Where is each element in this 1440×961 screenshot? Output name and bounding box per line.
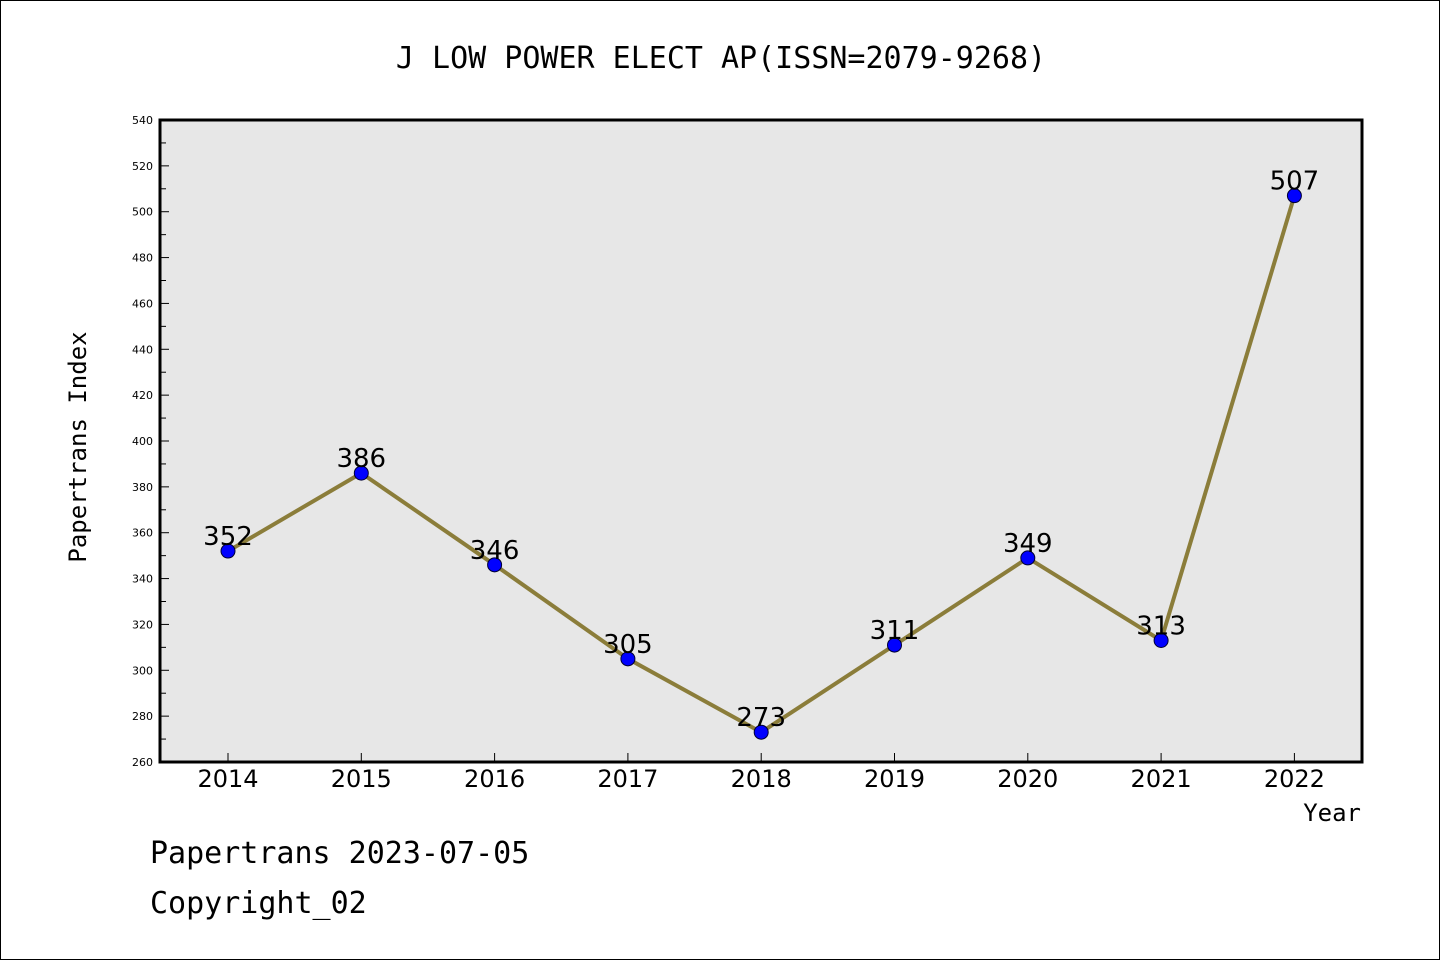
data-label: 349 — [1003, 529, 1053, 559]
y-tick-label: 360 — [132, 527, 153, 540]
series-group: 352 386 346 305 273 311 349 313 507 — [203, 167, 1319, 740]
y-tick-label: 380 — [132, 481, 153, 494]
data-point — [353, 465, 369, 481]
y-tick-label: 540 — [132, 114, 153, 127]
y-tick-label: 460 — [132, 297, 153, 310]
data-point — [1153, 632, 1169, 648]
data-label: 346 — [470, 536, 520, 566]
x-tick-label: 2021 — [1131, 765, 1192, 793]
x-tick-label: 2022 — [1264, 765, 1325, 793]
data-label: 273 — [736, 703, 786, 733]
x-axis-label: Year — [1303, 799, 1361, 827]
y-tick-label: 400 — [132, 435, 153, 448]
x-tick-label: 2018 — [731, 765, 792, 793]
data-point — [1020, 550, 1036, 566]
data-point — [220, 543, 236, 559]
x-axis: 2014 2015 2016 2017 2018 2019 2020 2021 2022 — [197, 753, 1325, 793]
y-tick-label: 440 — [132, 343, 153, 356]
y-tick-label: 320 — [132, 618, 153, 631]
footer-date: Papertrans 2023-07-05 — [150, 836, 530, 871]
x-tick-label: 2019 — [864, 765, 925, 793]
x-tick-label: 2016 — [464, 765, 525, 793]
y-tick-label: 340 — [132, 573, 153, 586]
data-label: 311 — [870, 616, 920, 646]
data-point — [487, 557, 503, 573]
y-axis: 260 280 300 320 340 360 380 400 420 440 460 480 500 5… — [132, 114, 169, 769]
data-label: 386 — [336, 444, 386, 474]
y-tick-label: 480 — [132, 252, 153, 265]
plot-area — [158, 118, 1364, 764]
data-point — [887, 637, 902, 653]
data-point — [620, 651, 636, 667]
x-tick-label: 2017 — [597, 765, 658, 793]
data-label: 305 — [603, 630, 653, 660]
y-tick-label: 280 — [132, 710, 153, 723]
x-tick-label: 2014 — [197, 765, 258, 793]
y-tick-label: 300 — [132, 664, 153, 677]
x-tick-label: 2015 — [331, 765, 392, 793]
data-label: 313 — [1136, 611, 1186, 641]
footer-copyright: Copyright_02 — [150, 886, 367, 921]
data-point — [753, 724, 769, 740]
data-label: 352 — [203, 522, 253, 552]
y-tick-label: 420 — [132, 389, 153, 402]
chart-title: J LOW POWER ELECT AP(ISSN=2079-9268) — [396, 41, 1046, 76]
y-tick-label: 500 — [132, 206, 153, 219]
data-point — [1286, 188, 1302, 204]
y-axis-label: Papertrans Index — [64, 331, 92, 562]
y-tick-label: 520 — [132, 160, 153, 173]
y-tick-label: 260 — [132, 756, 153, 769]
data-label: 507 — [1270, 167, 1320, 197]
x-tick-label: 2020 — [997, 765, 1058, 793]
